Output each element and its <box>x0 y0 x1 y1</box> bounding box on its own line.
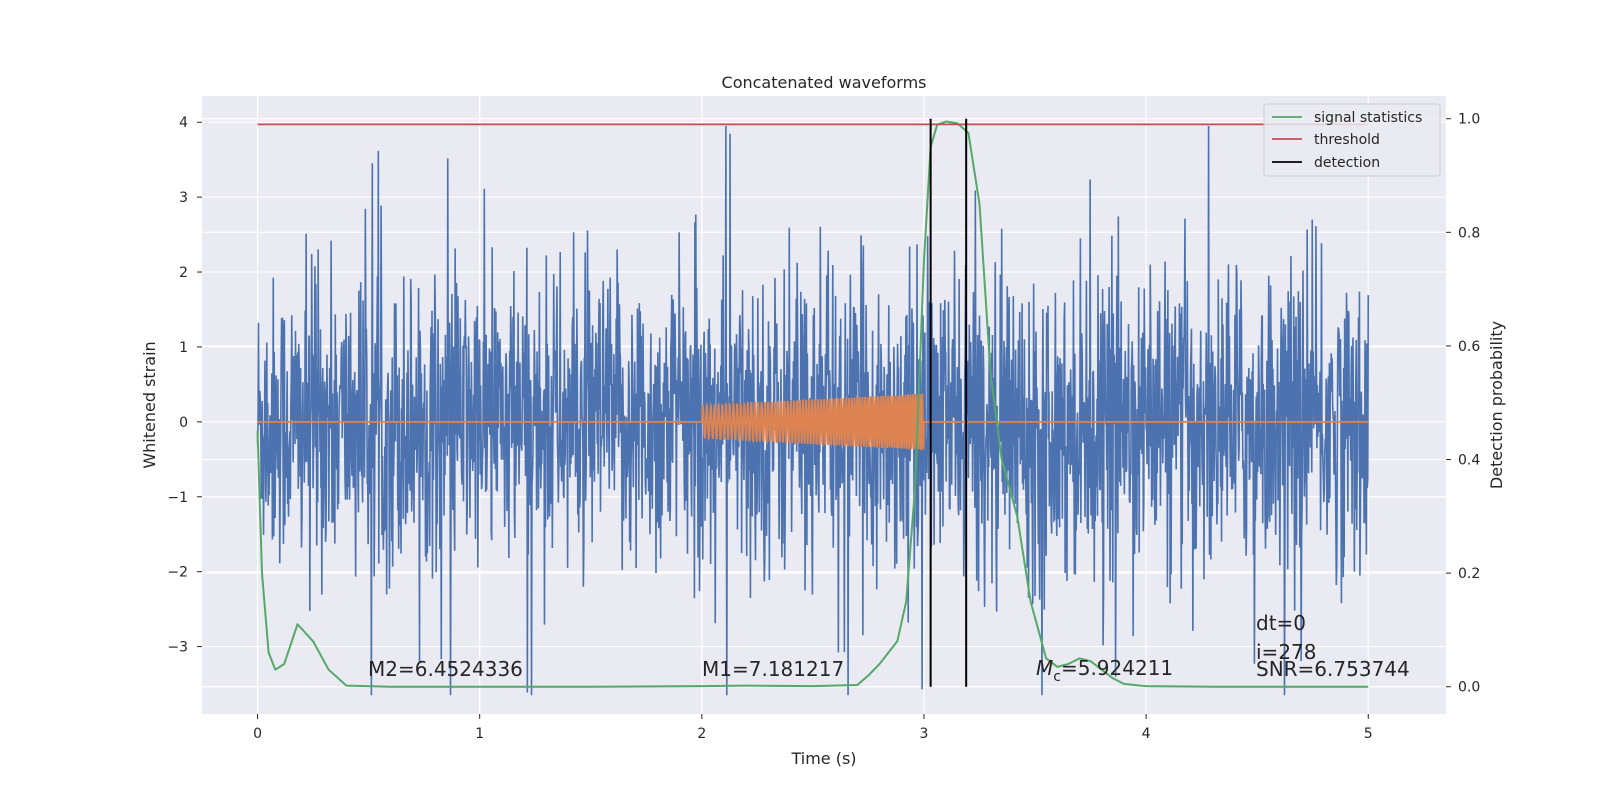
y-tick-label: 3 <box>179 190 188 206</box>
y-right-tick-label: 1.0 <box>1458 112 1480 128</box>
y-right-tick-label: 0.4 <box>1458 453 1480 469</box>
annotation-dt: dt=0 <box>1256 611 1306 635</box>
signal-statistics-series <box>256 120 1369 688</box>
legend-label-signal-statistics: signal statistics <box>1314 110 1422 126</box>
y-right-axis-ticks: 1.0 0.8 0.6 0.4 0.2 0.0 <box>1446 112 1480 696</box>
annotation-i: i=278 <box>1256 640 1317 664</box>
y-tick-label: 0 <box>179 415 188 431</box>
annotation-mc-subscript: c <box>1053 669 1061 685</box>
y-right-tick-label: 0.2 <box>1458 566 1480 582</box>
annotation-mc-value: =5.924211 <box>1061 656 1173 680</box>
annotation-snr: SNR=6.753744 <box>1256 657 1410 681</box>
x-tick-label: 5 <box>1364 726 1373 742</box>
signal-statistics-line <box>256 120 1369 688</box>
y-axis-label: Whitened strain <box>140 341 159 468</box>
x-tick-label: 0 <box>253 726 262 742</box>
y-right-tick-label: 0.8 <box>1458 225 1480 241</box>
y-tick-label: 1 <box>179 340 188 356</box>
legend-label-threshold: threshold <box>1314 132 1380 148</box>
annotation-mc: Mc=5.924211 <box>1036 656 1173 685</box>
x-tick-label: 4 <box>1142 726 1151 742</box>
x-tick-label: 3 <box>920 726 929 742</box>
y-right-axis-label: Detection probability <box>1487 321 1506 489</box>
detection-series <box>929 118 968 687</box>
x-axis-label: Time (s) <box>790 749 856 768</box>
y-tick-label: 2 <box>179 265 188 281</box>
y-tick-label: −3 <box>167 640 188 656</box>
annotation-m1: M1=7.181217 <box>702 657 844 681</box>
annotation-mc-symbol: M <box>1036 656 1053 680</box>
chart-title: Concatenated waveforms <box>722 73 927 92</box>
y-tick-label: 4 <box>179 115 188 131</box>
x-axis-ticks: 0 1 2 3 4 5 <box>253 714 1373 742</box>
y-tick-label: −1 <box>167 490 188 506</box>
y-tick-label: −2 <box>167 565 188 581</box>
x-tick-label: 2 <box>697 726 706 742</box>
template-chirp <box>700 393 925 451</box>
y-right-tick-label: 0.6 <box>1458 339 1480 355</box>
legend: signal statistics threshold detection <box>1263 103 1441 177</box>
x-tick-label: 1 <box>475 726 484 742</box>
legend-box <box>1263 103 1441 177</box>
y-axis-ticks: 4 3 2 1 0 −1 −2 −3 <box>167 115 202 656</box>
legend-label-detection: detection <box>1314 155 1380 171</box>
annotation-m2: M2=6.4524336 <box>368 657 523 681</box>
template-series <box>257 393 1369 451</box>
y-right-tick-label: 0.0 <box>1458 680 1480 696</box>
